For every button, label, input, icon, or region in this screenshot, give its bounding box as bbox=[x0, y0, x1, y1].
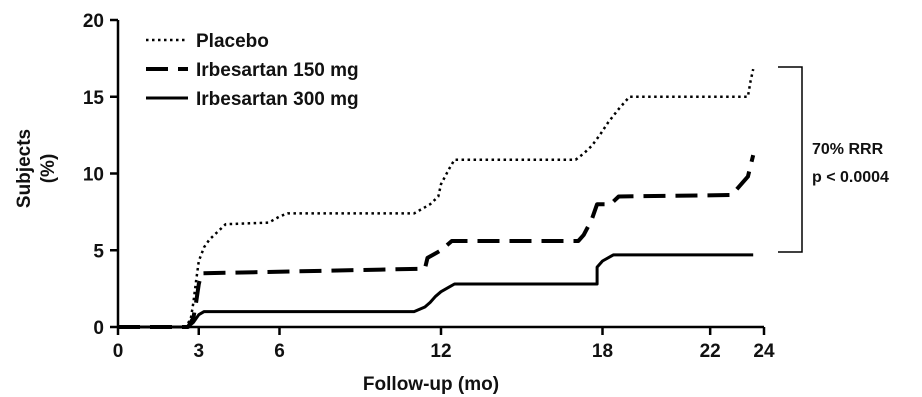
y-tick-label: 10 bbox=[83, 165, 104, 186]
x-tick-label: 12 bbox=[430, 341, 451, 362]
annotation: 70% RRR p < 0.0004 bbox=[778, 66, 889, 253]
legend: Placebo Irbesartan 150 mg Irbesartan 300 m… bbox=[146, 31, 359, 110]
legend-label: Irbesartan 150 mg bbox=[196, 60, 359, 81]
y-tick-label: 0 bbox=[93, 318, 104, 339]
y-axis-title-line: Subjects bbox=[14, 129, 35, 208]
x-axis-title: Follow-up (mo) bbox=[363, 374, 499, 395]
series-line-solid bbox=[118, 253, 754, 329]
legend-label: Placebo bbox=[196, 31, 269, 52]
x-tick-label: 24 bbox=[753, 341, 775, 362]
plot-lines bbox=[118, 68, 756, 329]
x-tick-label: 18 bbox=[592, 341, 613, 362]
x-tick-label: 0 bbox=[113, 341, 124, 362]
rrr-bracket bbox=[778, 66, 803, 253]
legend-label: Irbesartan 300 mg bbox=[196, 89, 359, 110]
y-tick-label: 15 bbox=[83, 88, 105, 109]
axes: 0 5 10 15 20 0 3 6 12 18 22 24 Follow-up (mo) Subject… bbox=[14, 11, 775, 395]
series-line-dashed bbox=[118, 154, 756, 329]
rrr-label: 70% RRR bbox=[812, 141, 884, 158]
x-tick-label: 6 bbox=[274, 341, 285, 362]
y-axis-title-line: (%) bbox=[38, 154, 59, 184]
x-tick-label: 3 bbox=[193, 341, 204, 362]
series-line-dotted bbox=[118, 68, 755, 329]
x-tick-label: 22 bbox=[700, 341, 721, 362]
p-value-label: p < 0.0004 bbox=[812, 169, 889, 186]
y-tick-label: 20 bbox=[83, 11, 104, 32]
y-axis-title: Subjects (%) bbox=[14, 129, 59, 208]
y-tick-label: 5 bbox=[93, 241, 104, 262]
